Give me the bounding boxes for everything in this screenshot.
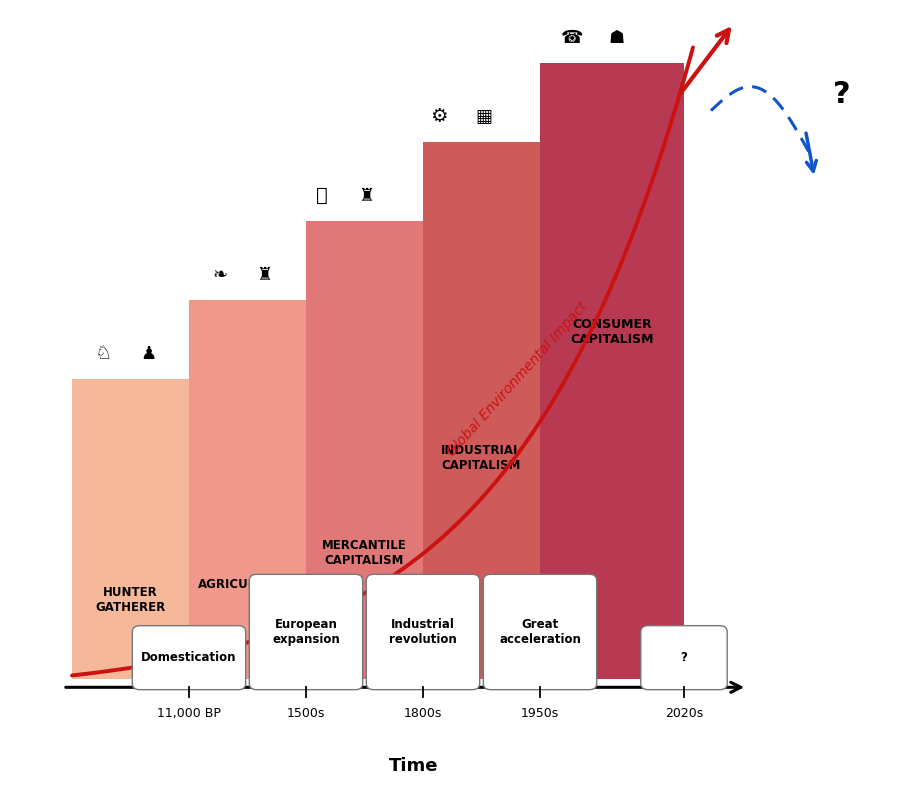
- Text: ♘: ♘: [94, 344, 112, 363]
- Text: Time: Time: [389, 758, 439, 775]
- Text: ☗: ☗: [608, 29, 625, 47]
- Text: HUNTER
GATHERER: HUNTER GATHERER: [95, 586, 166, 615]
- Text: 1950s: 1950s: [521, 707, 559, 720]
- FancyBboxPatch shape: [540, 63, 684, 679]
- FancyBboxPatch shape: [483, 574, 597, 690]
- Text: 11,000 BP: 11,000 BP: [158, 707, 220, 720]
- Text: Global Environmental Impact: Global Environmental Impact: [445, 299, 590, 459]
- Text: ⛵: ⛵: [316, 186, 328, 205]
- FancyBboxPatch shape: [641, 626, 727, 690]
- Text: ?: ?: [680, 651, 688, 664]
- FancyBboxPatch shape: [132, 626, 246, 690]
- Text: 1800s: 1800s: [404, 707, 442, 720]
- Text: INDUSTRIAL
CAPITALISM: INDUSTRIAL CAPITALISM: [441, 444, 522, 472]
- Text: Domestication: Domestication: [141, 651, 237, 664]
- Text: ♟: ♟: [140, 345, 157, 363]
- FancyBboxPatch shape: [423, 142, 540, 679]
- Text: ❧: ❧: [213, 266, 228, 284]
- FancyBboxPatch shape: [366, 574, 480, 690]
- Text: European
expansion: European expansion: [272, 618, 340, 646]
- Text: ?: ?: [832, 81, 850, 109]
- Text: 2020s: 2020s: [665, 707, 703, 720]
- Text: ⚙: ⚙: [430, 107, 448, 126]
- FancyBboxPatch shape: [72, 379, 189, 679]
- Text: Great
acceleration: Great acceleration: [500, 618, 580, 646]
- Text: ▦: ▦: [476, 108, 492, 126]
- Text: CONSUMER
CAPITALISM: CONSUMER CAPITALISM: [571, 318, 653, 346]
- Text: MERCANTILE
CAPITALISM: MERCANTILE CAPITALISM: [322, 539, 407, 567]
- Text: AGRICULTURAL: AGRICULTURAL: [198, 578, 297, 591]
- FancyBboxPatch shape: [306, 221, 423, 679]
- Text: ♜: ♜: [257, 266, 274, 284]
- FancyBboxPatch shape: [189, 300, 306, 679]
- Text: 1500s: 1500s: [287, 707, 325, 720]
- Text: ♜: ♜: [359, 187, 375, 205]
- Text: Industrial
revolution: Industrial revolution: [389, 618, 457, 646]
- FancyBboxPatch shape: [249, 574, 363, 690]
- Text: ☎: ☎: [561, 29, 582, 47]
